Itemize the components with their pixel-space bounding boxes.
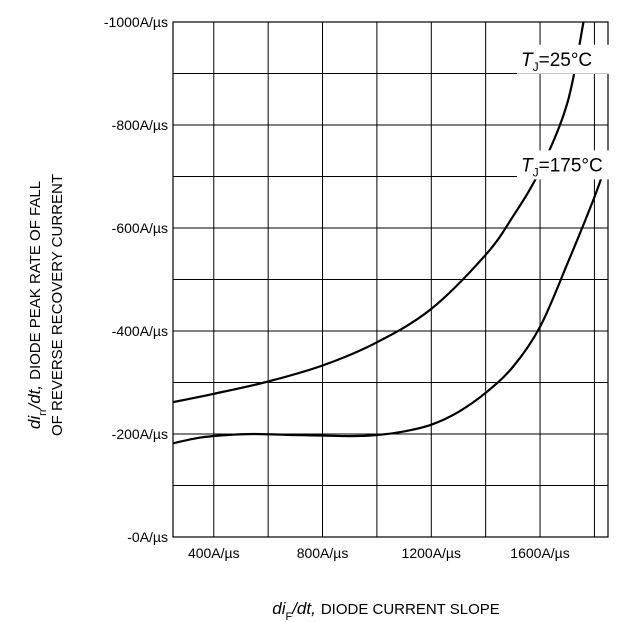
y-tick-labels: -0A/µs -200A/µs -400A/µs -600A/µs -800A/µs -1… — [104, 14, 168, 545]
y-tick-label: -600A/µs — [112, 220, 168, 236]
plot-frame — [172, 21, 609, 538]
annotation-layer: TJ=25°C TJ=175°C — [517, 44, 609, 180]
series-line-1 — [173, 158, 610, 445]
x-tick-label: 1600A/µs — [510, 545, 569, 561]
y-tick-label: -400A/µs — [112, 323, 168, 339]
y-tick-label: -800A/µs — [112, 117, 168, 133]
y-axis-title-line2: OF REVERSE RECOVERY CURRENT — [49, 174, 66, 436]
series-label-background — [517, 150, 609, 180]
x-tick-labels: 400A/µs 800A/µs 1200A/µs 1600A/µs — [188, 545, 570, 561]
y-tick-label: -0A/µs — [127, 529, 168, 545]
grid — [172, 21, 609, 538]
y-tick-label: -200A/µs — [112, 426, 168, 442]
y-axis-title-line1: dirr/dt,DIODE PEAK RATE OF FALL — [25, 181, 49, 429]
series-label-1: TJ=175°C — [521, 155, 603, 179]
x-tick-label: 1200A/µs — [402, 545, 461, 561]
x-tick-label: 800A/µs — [297, 545, 349, 561]
series-line-0 — [173, 21, 585, 404]
x-axis-title: diF/dt, DIODE CURRENT SLOPE — [272, 599, 500, 622]
x-tick-label: 400A/µs — [188, 545, 240, 561]
series-label-background — [517, 44, 609, 74]
series-label-0: TJ=25°C — [521, 50, 592, 74]
y-tick-label: -1000A/µs — [104, 14, 168, 30]
series-layer — [173, 21, 610, 445]
